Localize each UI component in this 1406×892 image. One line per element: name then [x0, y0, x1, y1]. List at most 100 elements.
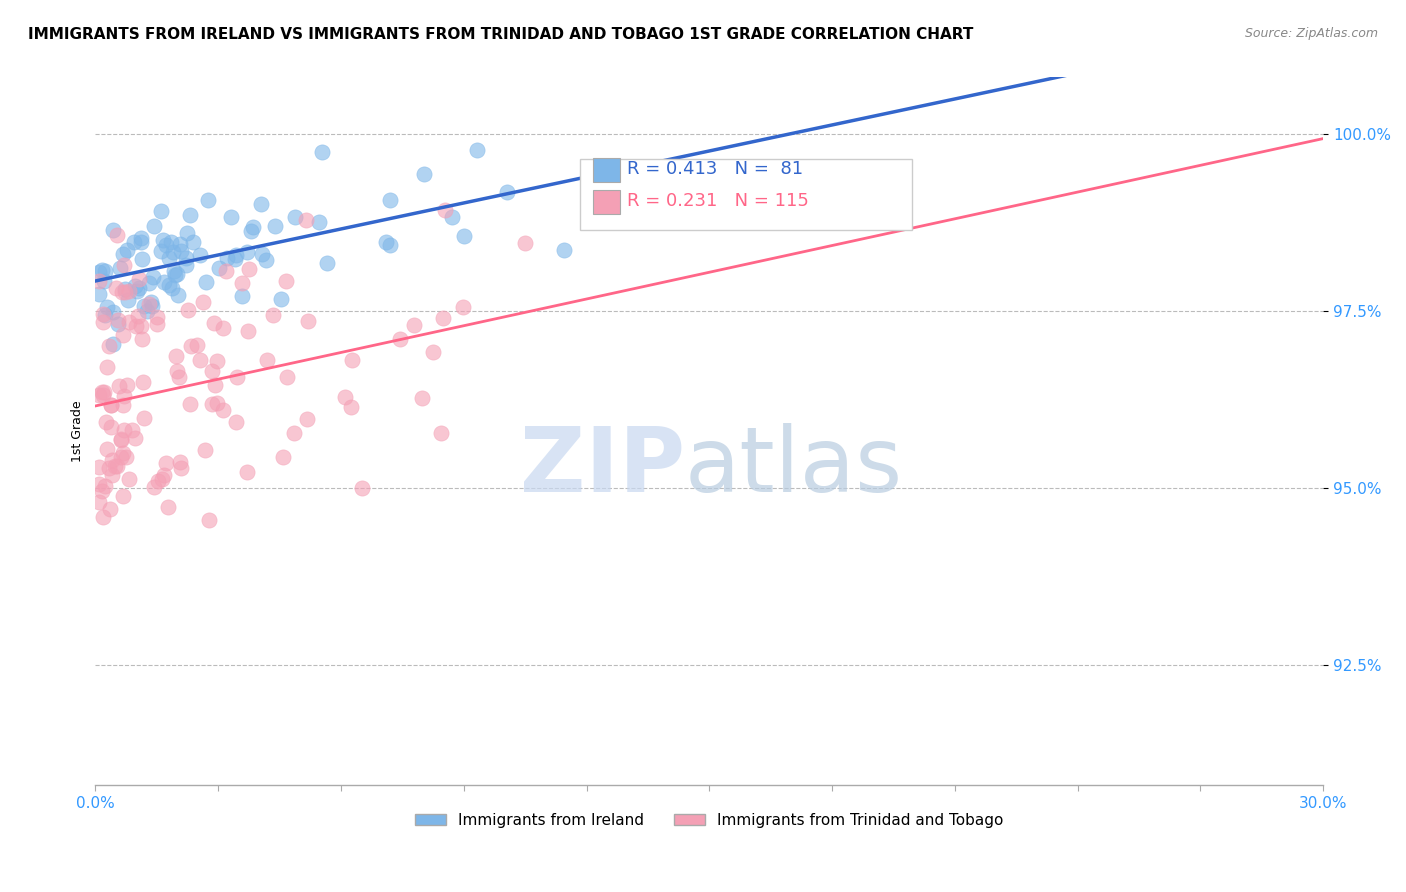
Point [295, 212, 318, 227]
Point [129, 319, 152, 334]
Point [91, 307, 114, 321]
Point [110, 432, 132, 446]
Point [112, 389, 135, 403]
Point [89, 477, 111, 491]
Point [91, 315, 114, 329]
Point [284, 210, 307, 224]
Point [146, 310, 169, 324]
Point [117, 377, 139, 392]
Point [204, 378, 226, 392]
Point [207, 396, 229, 410]
Point [94, 416, 117, 430]
Point [297, 314, 319, 328]
Point [242, 219, 264, 234]
Point [90, 385, 112, 400]
Point [94, 308, 117, 322]
Point [100, 398, 122, 412]
Point [122, 235, 145, 249]
Point [112, 446, 135, 460]
Point [124, 318, 146, 333]
Point [211, 402, 233, 417]
Point [93, 275, 115, 289]
Point [270, 293, 292, 307]
Point [155, 238, 177, 252]
Point [283, 425, 305, 440]
Point [93, 509, 115, 524]
Point [513, 235, 536, 250]
Point [141, 294, 163, 309]
Point [174, 258, 197, 272]
Point [150, 204, 173, 219]
Point [236, 465, 259, 479]
Point [111, 398, 134, 412]
Point [402, 318, 425, 333]
Point [132, 376, 155, 390]
Point [225, 248, 247, 262]
Point [157, 278, 180, 293]
Point [143, 219, 166, 233]
Point [127, 310, 149, 324]
Point [262, 308, 284, 322]
Point [89, 274, 111, 288]
Point [150, 472, 173, 486]
Point [224, 252, 246, 266]
FancyBboxPatch shape [593, 190, 620, 214]
Point [110, 450, 132, 465]
Text: Source: ZipAtlas.com: Source: ZipAtlas.com [1244, 27, 1378, 40]
Point [143, 480, 166, 494]
Point [107, 317, 129, 331]
Point [162, 244, 184, 259]
Point [152, 275, 174, 289]
Point [197, 194, 219, 208]
Point [225, 415, 247, 429]
Point [117, 315, 139, 329]
Point [160, 280, 183, 294]
Point [117, 472, 139, 486]
Point [197, 513, 219, 527]
Point [136, 304, 159, 318]
Point [453, 300, 475, 314]
Point [112, 423, 135, 437]
Point [94, 479, 117, 493]
Point [100, 419, 122, 434]
Point [250, 246, 273, 260]
Point [169, 236, 191, 251]
Point [138, 297, 160, 311]
Point [167, 287, 190, 301]
Point [194, 275, 217, 289]
Point [89, 459, 111, 474]
Point [96, 442, 118, 456]
Point [219, 210, 242, 224]
Point [335, 390, 357, 404]
Point [166, 364, 188, 378]
Point [111, 490, 134, 504]
Point [553, 243, 575, 257]
FancyBboxPatch shape [581, 159, 912, 229]
Point [138, 276, 160, 290]
Point [89, 286, 111, 301]
Point [149, 244, 172, 259]
Point [124, 431, 146, 445]
Point [97, 339, 120, 353]
Point [264, 219, 287, 233]
Point [89, 388, 111, 402]
Point [103, 304, 125, 318]
Point [350, 482, 373, 496]
Point [208, 261, 231, 276]
Point [155, 456, 177, 470]
Point [163, 268, 186, 282]
Text: atlas: atlas [685, 423, 903, 510]
Point [181, 235, 204, 249]
Text: R = 0.413   N =  81: R = 0.413 N = 81 [627, 161, 803, 178]
Point [100, 398, 122, 412]
FancyBboxPatch shape [593, 158, 620, 182]
Point [308, 214, 330, 228]
Point [256, 353, 278, 368]
Point [496, 186, 519, 200]
Point [453, 228, 475, 243]
Point [194, 442, 217, 457]
Legend: Immigrants from Ireland, Immigrants from Trinidad and Tobago: Immigrants from Ireland, Immigrants from… [409, 807, 1010, 834]
Point [142, 269, 165, 284]
Point [157, 251, 180, 265]
Point [311, 145, 333, 159]
